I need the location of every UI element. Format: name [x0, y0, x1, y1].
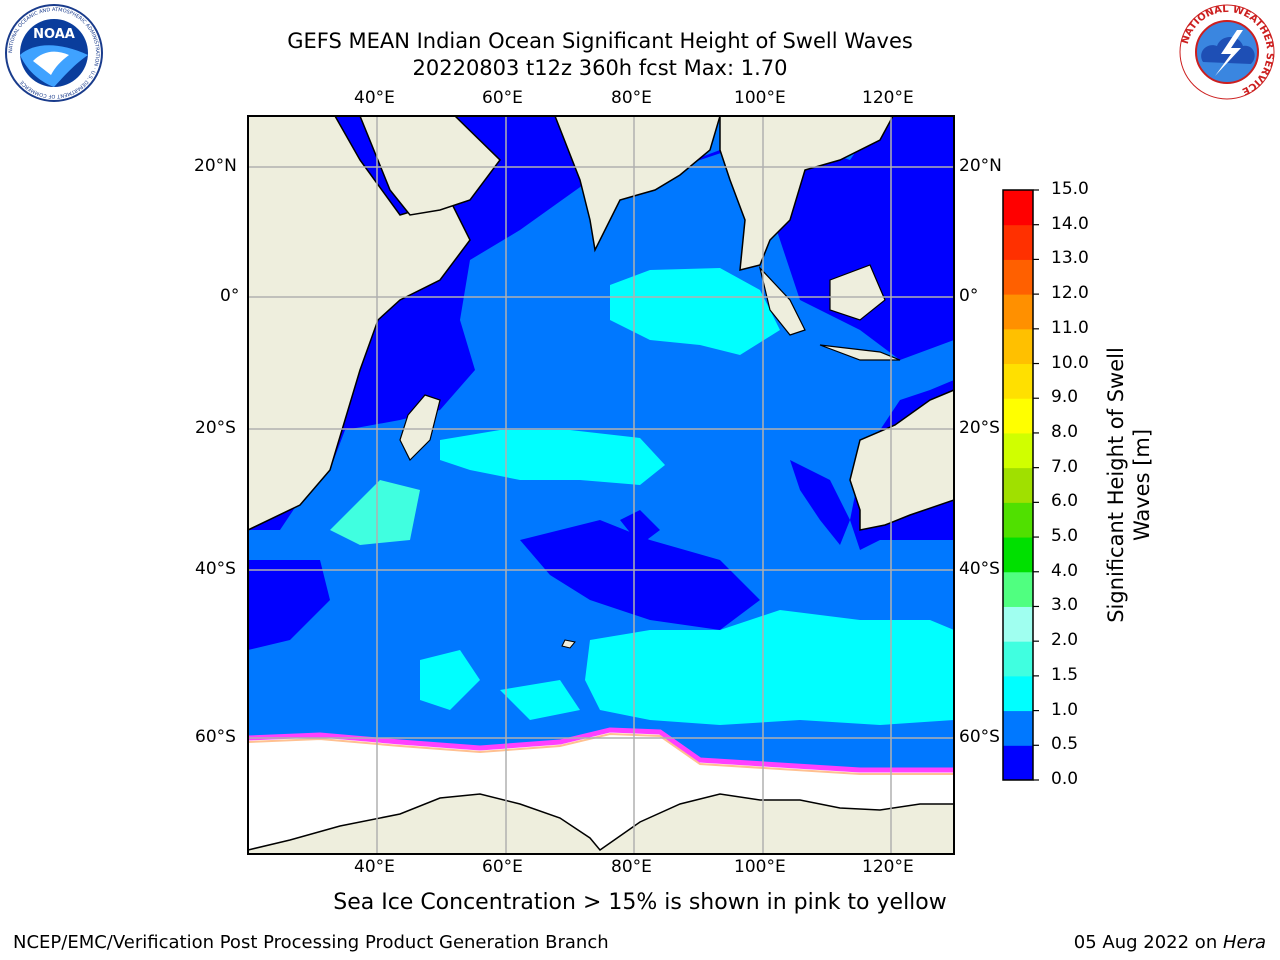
colorbar-tick-label: 3.0 [1051, 595, 1079, 616]
swell-low-south-central [520, 520, 760, 630]
swell-low-sw [248, 560, 330, 650]
colorbar-tick-label: 1.0 [1051, 699, 1079, 720]
sea-ice-edge [248, 727, 954, 773]
land-borneo [829, 264, 886, 321]
swell-high-subtropical [440, 430, 665, 485]
colorbar-segment [1003, 641, 1033, 677]
colorbar-tick-label: 7.0 [1051, 456, 1079, 477]
land-africa [248, 116, 471, 531]
colorbar-tick-label: 11.0 [1051, 317, 1089, 338]
lon-label-top-60e: 60°E [482, 88, 523, 108]
colorbar-tick-label: 15.0 [1051, 179, 1089, 199]
colorbar-segment [1003, 606, 1033, 642]
colorbar-tick-label: 6.0 [1051, 491, 1079, 512]
colorbar-tick-label: 2.0 [1051, 630, 1079, 651]
land-arabia [359, 116, 501, 216]
lat-label-right-20n: 20°N [959, 156, 1002, 176]
colorbar-segment [1003, 328, 1033, 365]
sea-ice-caption: Sea Ice Concentration > 15% is shown in … [333, 890, 947, 915]
lat-label-left-60s: 60°S [195, 727, 236, 747]
lon-label-top-40e: 40°E [354, 88, 395, 108]
map-title-line1: GEFS MEAN Indian Ocean Significant Heigh… [287, 29, 913, 53]
colorbar-tick-label: 10.0 [1051, 352, 1089, 373]
noaa-logo: NOAA NATIONAL OCEANIC AND ATMOSPHERIC AD… [5, 4, 103, 102]
colorbar-tick-label: 4.0 [1051, 560, 1079, 581]
swell-high-west [330, 480, 420, 545]
colorbar-segment [1003, 467, 1033, 503]
colorbar-label-line1: Significant Height of Swell [1104, 347, 1128, 623]
land-madagascar [399, 394, 441, 462]
colorbar-segment [1003, 571, 1033, 607]
colorbar-tick-label: 8.0 [1051, 421, 1079, 442]
colorbar-tick-label: 12.0 [1051, 283, 1089, 304]
nws-logo: NATIONAL WEATHER SERVICE [1179, 4, 1275, 100]
footer-date: 05 Aug 2022 on Hera [1074, 932, 1266, 953]
colorbar-segment [1003, 398, 1033, 434]
colorbar-frame [1002, 189, 1034, 781]
map-title-line2: 20220803 t12z 360h fcst Max: 1.70 [412, 56, 788, 80]
lat-label-left-20s: 20°S [195, 418, 236, 438]
colorbar-segment [1003, 224, 1033, 260]
colorbar-tick-label: 0.0 [1051, 769, 1079, 789]
colorbar-segment [1003, 294, 1033, 330]
swell-high-equatorial [610, 268, 780, 355]
lat-label-right-60s: 60°S [959, 727, 1000, 747]
colorbar-tick-label: 0.5 [1051, 734, 1079, 755]
colorbar-tick-label: 9.0 [1051, 387, 1079, 408]
lon-label-top-120e: 120°E [862, 88, 914, 108]
colorbar-segment [1003, 710, 1033, 746]
colorbar-segment [1003, 537, 1033, 573]
land-india [554, 116, 721, 253]
colorbar-tick-label: 13.0 [1051, 248, 1089, 269]
colorbar-segment [1003, 259, 1033, 295]
land-australia [849, 389, 954, 531]
map-layers [248, 116, 954, 854]
colorbar-segment [1003, 675, 1033, 712]
land-java [819, 344, 901, 361]
colorbar-tick-label: 14.0 [1051, 213, 1089, 234]
colorbar-segment [1003, 363, 1033, 399]
colorbar-segment [1003, 745, 1033, 781]
lon-label-bottom-80e: 80°E [611, 857, 652, 877]
lat-label-left-20n: 20°N [194, 156, 237, 176]
colorbar-tick-label: 1.5 [1051, 664, 1079, 685]
land-sumatra [758, 265, 806, 336]
colorbar-label-line2: Waves [m] [1130, 428, 1154, 542]
lon-label-top-100e: 100°E [734, 88, 786, 108]
lat-label-left-0: 0° [220, 286, 240, 306]
lat-label-right-40s: 40°S [959, 559, 1000, 579]
colorbar-segment [1003, 190, 1033, 226]
lon-label-bottom-100e: 100°E [734, 857, 786, 877]
lon-label-bottom-40e: 40°E [354, 857, 395, 877]
land-antarctica [248, 793, 954, 854]
footer-date-text: 05 Aug 2022 on [1073, 932, 1223, 953]
graticule [248, 116, 954, 854]
colorbar [1002, 189, 1039, 781]
lat-label-right-0: 0° [959, 286, 979, 306]
lat-label-left-40s: 40°S [195, 559, 236, 579]
footer-credit: NCEP/EMC/Verification Post Processing Pr… [13, 932, 609, 953]
lon-label-top-80e: 80°E [611, 88, 652, 108]
colorbar-segment [1003, 432, 1033, 469]
swell-high-southern [585, 610, 954, 725]
map-frame [247, 115, 955, 855]
colorbar-tick-label: 5.0 [1051, 526, 1079, 547]
noaa-logo-text: NOAA [33, 27, 75, 42]
footer-host: Hera [1222, 932, 1266, 953]
lon-label-bottom-60e: 60°E [482, 857, 523, 877]
colorbar-segment [1003, 502, 1033, 538]
lat-label-right-20s: 20°S [959, 418, 1000, 438]
lon-label-bottom-120e: 120°E [862, 857, 914, 877]
